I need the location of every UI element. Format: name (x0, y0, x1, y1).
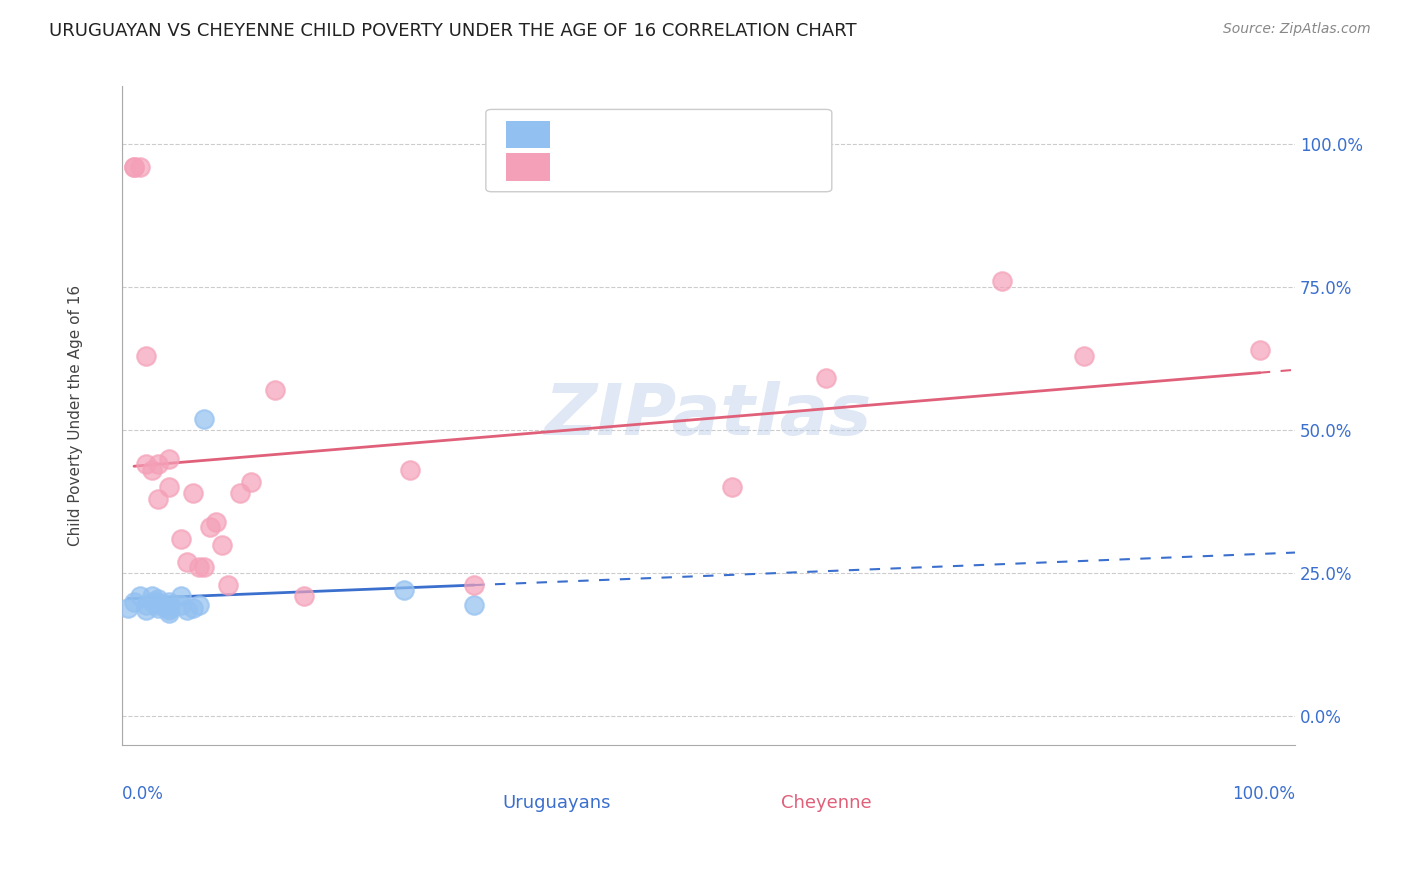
Point (1249, 343, 1271, 357)
Point (141, 595, 163, 609)
Text: Cheyenne: Cheyenne (780, 795, 872, 813)
Point (135, 603, 157, 617)
Point (170, 598, 193, 612)
Point (157, 603, 180, 617)
Point (129, 589, 152, 603)
Point (146, 598, 169, 612)
Text: Child Poverty Under the Age of 16: Child Poverty Under the Age of 16 (67, 285, 83, 546)
Point (170, 589, 193, 603)
Point (135, 349, 157, 363)
Point (463, 598, 485, 612)
Point (146, 458, 169, 472)
Point (146, 491, 169, 506)
Point (146, 595, 169, 609)
Point (187, 598, 209, 612)
Point (176, 555, 198, 569)
FancyBboxPatch shape (506, 120, 550, 148)
Point (721, 480, 744, 494)
Text: 0.0%: 0.0% (122, 785, 165, 803)
Point (193, 411, 215, 425)
Text: ZIPatlas: ZIPatlas (546, 381, 872, 450)
Text: Uruguayans: Uruguayans (502, 795, 610, 813)
Point (122, 160, 145, 174)
Point (398, 463, 420, 477)
Point (146, 600, 169, 615)
Point (152, 598, 174, 612)
Point (157, 598, 180, 612)
Point (814, 371, 837, 385)
Point (157, 600, 180, 615)
Point (181, 486, 204, 500)
Text: R = 0.197: R = 0.197 (568, 157, 666, 177)
Text: N = 30: N = 30 (709, 157, 782, 177)
Point (117, 600, 139, 615)
Point (200, 520, 222, 534)
Point (122, 595, 145, 609)
Point (1073, 349, 1095, 363)
Point (392, 583, 415, 598)
Point (263, 383, 285, 397)
Point (129, 160, 152, 174)
Text: N = 25: N = 25 (709, 125, 782, 144)
Point (157, 595, 180, 609)
Point (141, 589, 163, 603)
Text: R = 0.019: R = 0.019 (568, 125, 666, 144)
Point (991, 274, 1014, 288)
Point (211, 538, 233, 552)
Point (187, 560, 209, 574)
Text: Source: ZipAtlas.com: Source: ZipAtlas.com (1223, 22, 1371, 37)
Point (135, 458, 157, 472)
Point (122, 160, 145, 174)
Point (193, 560, 215, 574)
Point (170, 532, 193, 546)
Point (217, 577, 239, 591)
Text: URUGUAYAN VS CHEYENNE CHILD POVERTY UNDER THE AGE OF 16 CORRELATION CHART: URUGUAYAN VS CHEYENNE CHILD POVERTY UNDE… (49, 22, 856, 40)
Point (240, 475, 263, 489)
Text: 100.0%: 100.0% (1232, 785, 1295, 803)
Point (292, 589, 315, 603)
Point (176, 603, 198, 617)
Point (228, 486, 250, 500)
Point (181, 600, 204, 615)
Point (135, 598, 157, 612)
Point (157, 451, 180, 466)
FancyBboxPatch shape (506, 153, 550, 180)
Point (146, 592, 169, 607)
Point (141, 463, 163, 477)
Point (157, 480, 180, 494)
Point (463, 577, 485, 591)
FancyBboxPatch shape (486, 110, 832, 192)
Point (157, 607, 180, 621)
Point (205, 515, 228, 529)
